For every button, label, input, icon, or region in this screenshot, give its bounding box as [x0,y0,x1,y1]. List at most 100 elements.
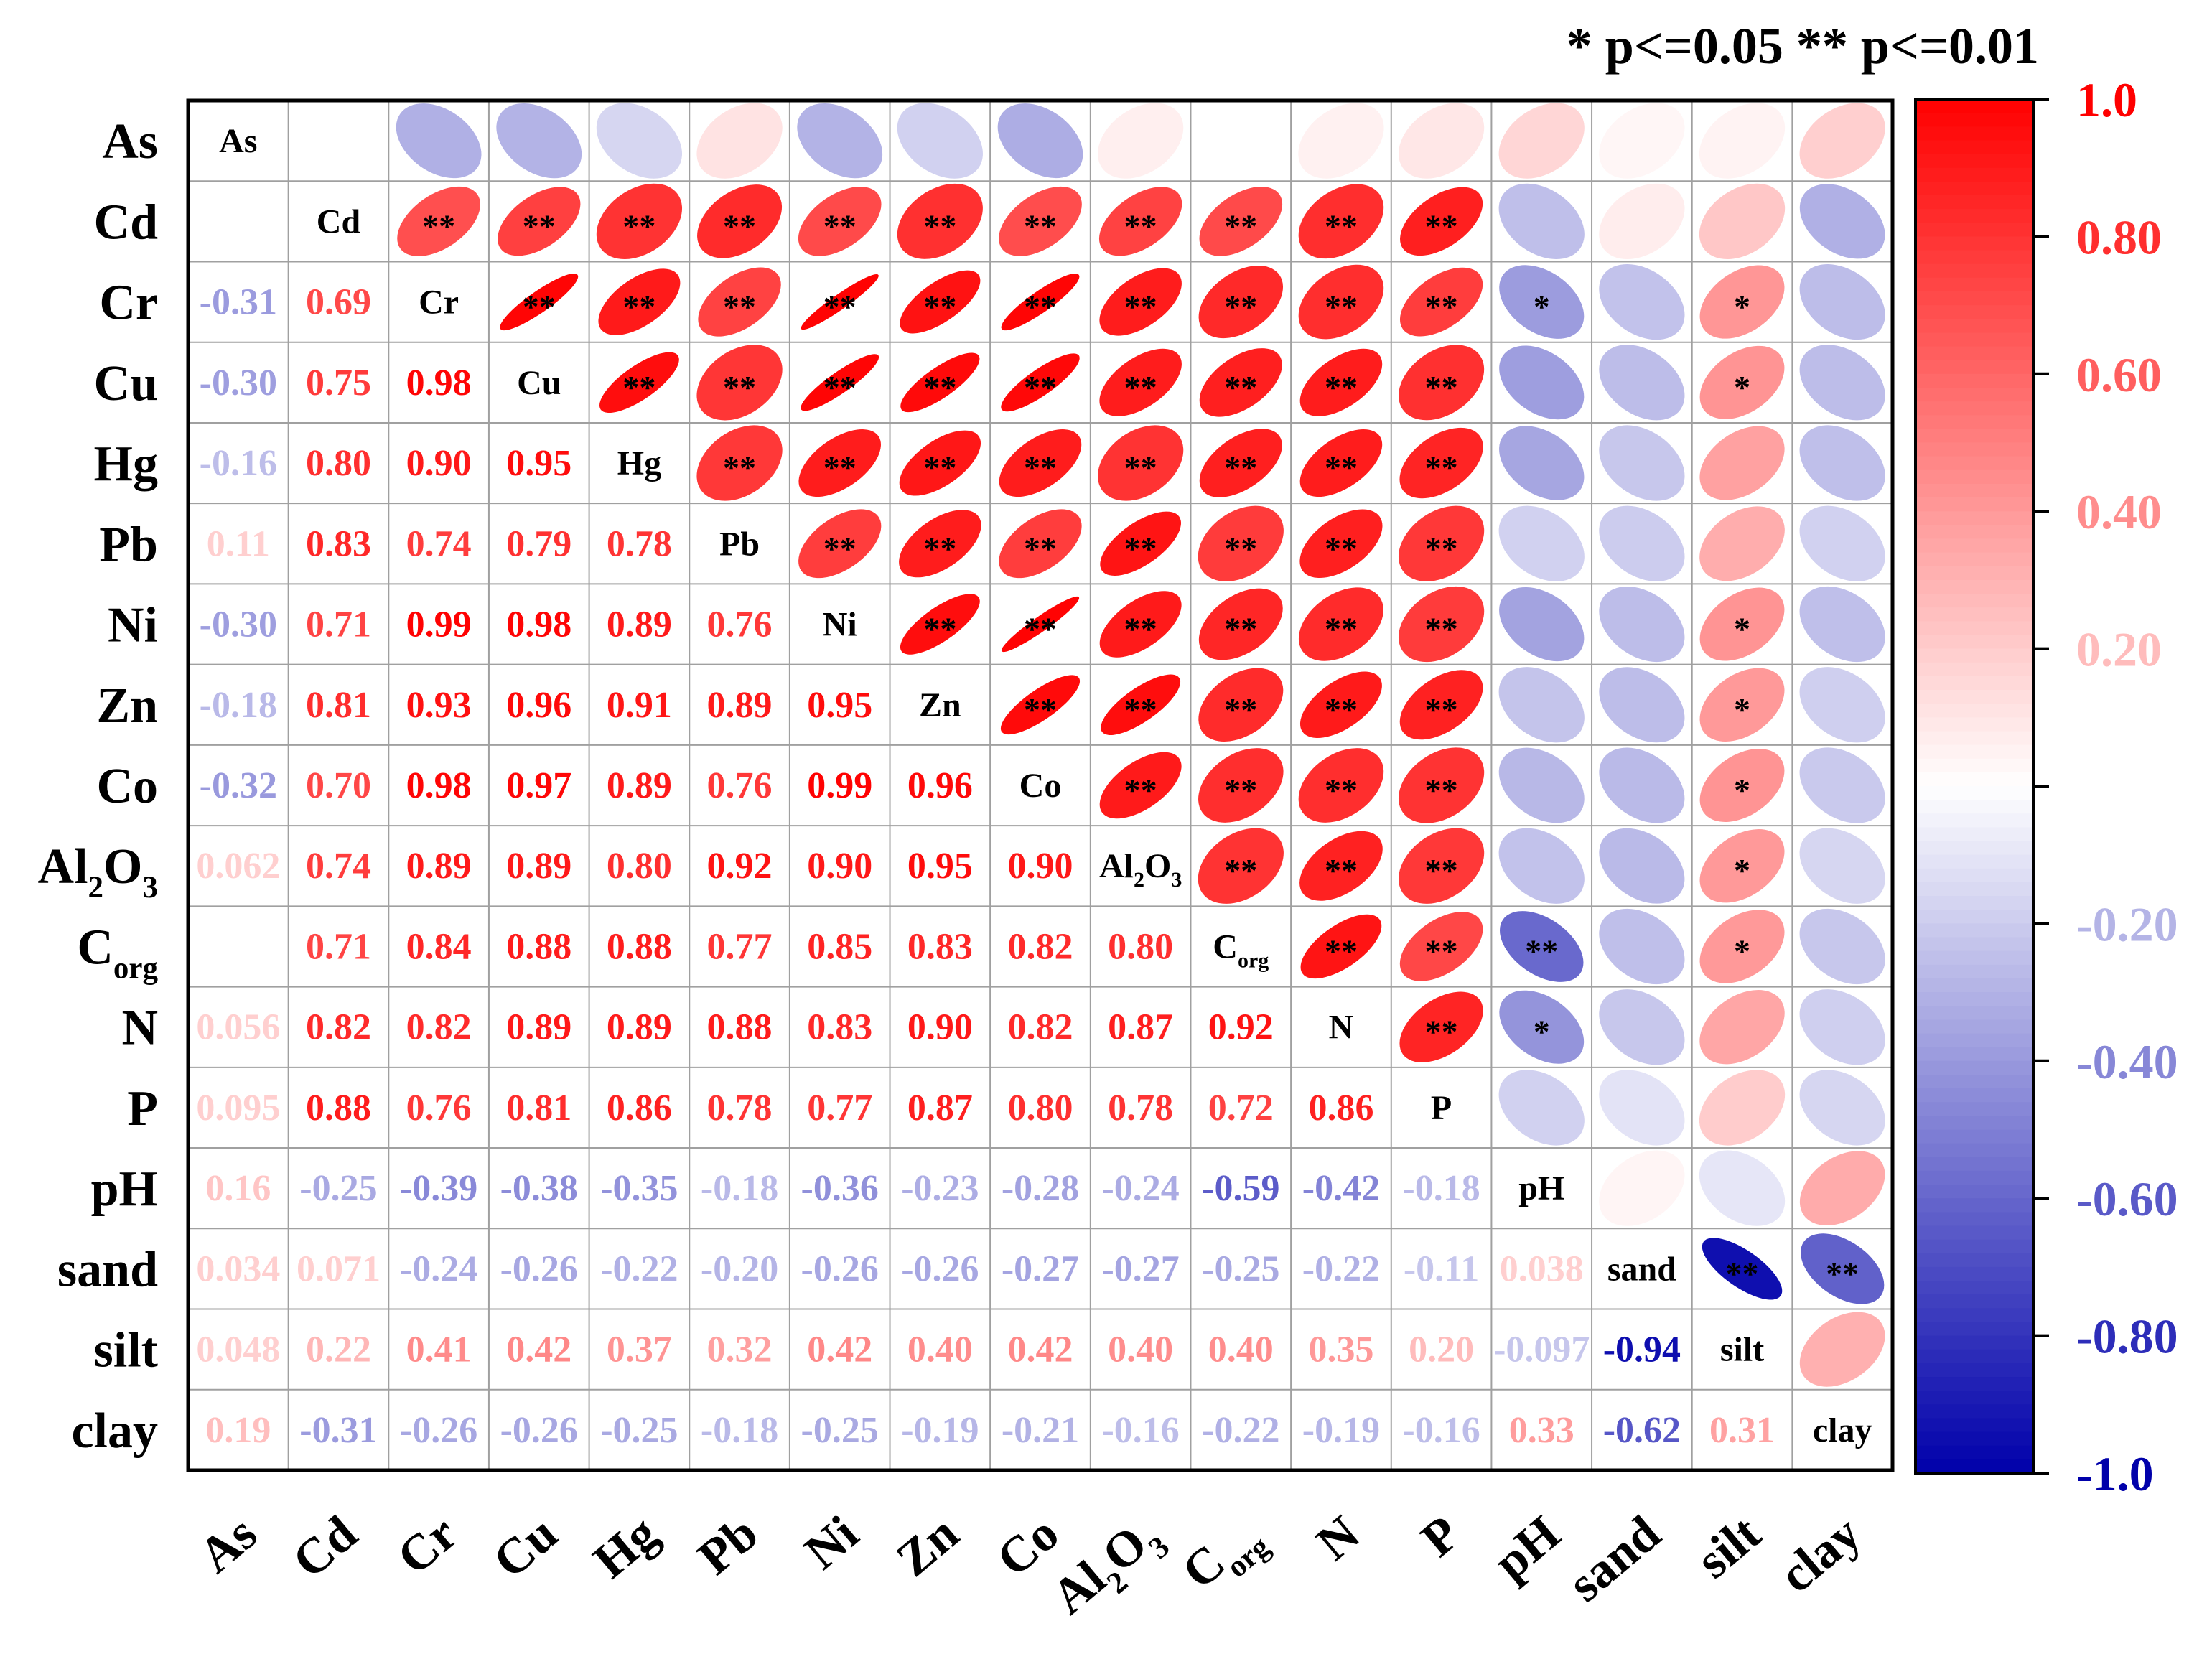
cell-value-6-2: 0.99 [406,604,472,645]
cell-ellipse-6-10 [1198,588,1283,660]
cell-value-5-2: 0.74 [406,523,472,564]
row-label-as: As [102,114,158,169]
cell-ellipse-0-4 [596,103,683,179]
cell-ellipse-6-13 [1499,587,1585,662]
colorbar-swatch [1915,964,2033,979]
diagonal-label-corg: Corg [1213,928,1269,972]
column-label-ph: pH [1483,1505,1570,1591]
cell-ellipse-2-7 [900,270,981,334]
cell-ellipse-6-12 [1398,586,1485,663]
significance-mark-2-6: ** [823,289,857,325]
cell-value-16-0: 0.19 [205,1410,271,1451]
significance-mark-8-11: ** [1325,772,1358,808]
colorbar-swatch [1915,1047,2033,1062]
cell-value-10-4: 0.88 [607,926,672,967]
significance-mark-3-7: ** [923,369,956,406]
colorbar-swatch [1915,607,2033,622]
cell-ellipse-9-11 [1299,831,1383,901]
cell-ellipse-3-6 [801,354,879,411]
column-label-clay: clay [1770,1505,1872,1603]
diagonal-label-al2o3: Al2O3 [1099,847,1182,892]
cell-ellipse-6-8 [1001,596,1080,653]
colorbar-swatch [1915,167,2033,182]
diagonal-label-sand: sand [1607,1250,1676,1288]
cell-ellipse-4-9 [1098,425,1184,501]
cell-ellipse-0-7 [897,103,983,179]
cell-ellipse-0-16 [1799,103,1885,179]
cell-ellipse-15-16 [1799,1312,1885,1387]
cell-ellipse-1-10 [1199,187,1283,256]
cell-value-11-0: 0.056 [196,1007,280,1048]
colorbar-swatch [1915,1225,2033,1240]
significance-mark-2-8: ** [1024,289,1057,325]
cell-ellipse-8-9 [1099,752,1182,819]
cell-value-11-6: 0.83 [807,1007,872,1048]
cell-value-9-0: 0.062 [196,846,280,887]
diagonal-label-ph: pH [1518,1169,1564,1207]
significance-mark-10-15: * [1734,933,1750,969]
cell-value-13-12: -0.18 [1402,1168,1480,1209]
colorbar-swatch [1915,263,2033,279]
significance-legend: * p<=0.05 ** p<=0.01 [1567,17,2039,75]
cell-ellipse-8-11 [1298,748,1384,823]
colorbar-swatch [1915,305,2033,320]
cell-value-13-5: -0.18 [701,1168,778,1209]
cell-value-13-11: -0.42 [1302,1168,1380,1209]
cell-value-4-2: 0.90 [406,443,472,484]
cell-value-16-9: -0.16 [1101,1410,1179,1451]
significance-mark-8-15: * [1734,772,1750,808]
cell-ellipse-3-7 [900,352,980,413]
cell-ellipse-8-14 [1599,747,1685,823]
colorbar-swatch [1915,469,2033,485]
cell-value-12-10: 0.72 [1208,1088,1274,1129]
cell-value-7-3: 0.96 [506,685,571,726]
colorbar-swatch [1915,1212,2033,1227]
cell-value-16-10: -0.22 [1202,1410,1279,1451]
cell-value-15-6: 0.42 [807,1330,872,1370]
colorbar-swatch [1915,291,2033,307]
matrix-frame [186,98,1895,1472]
diagonal-label-clay: clay [1813,1411,1872,1449]
column-label-cd: Cd [283,1505,368,1589]
colorbar-swatch [1915,1363,2033,1378]
significance-mark-4-11: ** [1325,449,1358,486]
colorbar-swatch [1915,1266,2033,1282]
cell-value-16-5: -0.18 [701,1410,778,1451]
cell-value-12-2: 0.76 [406,1088,472,1129]
cell-ellipse-6-16 [1799,586,1885,663]
cell-value-10-3: 0.88 [506,926,571,967]
colorbar-swatch [1915,1198,2033,1213]
colorbar-tick-label: 0.20 [2076,622,2162,677]
significance-mark-2-4: ** [622,289,655,325]
significance-mark-1-11: ** [1325,207,1358,244]
cell-value-14-2: -0.24 [400,1248,477,1289]
significance-mark-4-9: ** [1124,449,1157,486]
cell-value-15-11: 0.35 [1308,1330,1373,1370]
colorbar-swatch [1915,1129,2033,1144]
cell-ellipse-6-15 [1699,587,1785,661]
cell-value-10-6: 0.85 [807,926,872,967]
colorbar-swatch [1915,662,2033,677]
cell-value-10-8: 0.82 [1008,926,1073,967]
cell-value-14-8: -0.27 [1002,1248,1079,1289]
cell-value-11-9: 0.87 [1108,1007,1173,1048]
cell-value-2-1: 0.69 [306,282,371,323]
significance-mark-1-10: ** [1224,207,1257,244]
colorbar-swatch [1915,1088,2033,1103]
cell-ellipse-3-15 [1699,345,1785,419]
significance-mark-6-11: ** [1325,611,1358,648]
cell-value-12-3: 0.81 [506,1088,571,1129]
cell-value-10-2: 0.84 [406,926,472,967]
cell-value-16-15: 0.31 [1709,1410,1775,1451]
cell-ellipse-5-11 [1299,509,1383,579]
cell-value-14-0: 0.034 [196,1248,280,1289]
cell-ellipse-0-12 [1398,103,1485,179]
cell-value-12-4: 0.86 [607,1088,672,1129]
cell-ellipse-3-13 [1499,345,1585,420]
significance-mark-3-8: ** [1024,369,1057,406]
cell-value-6-5: 0.76 [707,604,773,645]
cell-ellipse-2-12 [1399,267,1483,337]
significance-mark-5-9: ** [1124,530,1157,566]
